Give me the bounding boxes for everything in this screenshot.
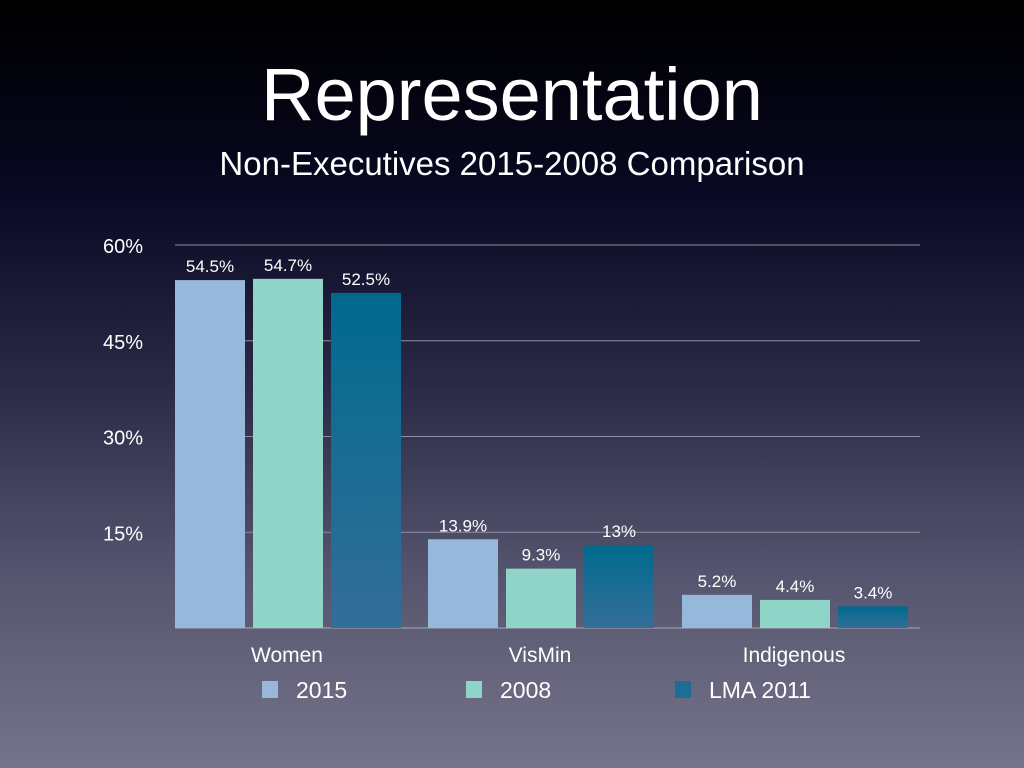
data-label: 4.4% — [776, 577, 815, 596]
bar-2008-vismin — [506, 568, 576, 628]
legend-label: 2008 — [500, 677, 551, 703]
data-label: 52.5% — [342, 270, 390, 289]
bar-2008-women — [253, 278, 323, 628]
data-label: 3.4% — [854, 583, 893, 602]
x-tick-label: Indigenous — [743, 644, 846, 667]
bar-lma-2011-indigenous — [838, 606, 908, 628]
y-tick-label: 30% — [103, 428, 143, 450]
legend-swatch-1 — [466, 681, 482, 698]
data-label: 54.7% — [264, 256, 312, 275]
legend-swatch-2 — [675, 681, 691, 698]
bar-2008-indigenous — [760, 599, 830, 628]
bar-lma-2011-women — [331, 292, 401, 628]
slide-subtitle: Non-Executives 2015-2008 Comparison — [219, 145, 805, 182]
legend-label: LMA 2011 — [709, 677, 811, 703]
bar-lma-2011-vismin — [584, 545, 654, 628]
data-label: 13% — [602, 522, 636, 541]
data-label: 54.5% — [186, 257, 234, 276]
legend-label: 2015 — [296, 677, 347, 703]
x-tick-label: Women — [251, 644, 323, 667]
x-tick-label: VisMin — [509, 644, 572, 667]
bar-2015-women — [175, 280, 245, 628]
data-label: 13.9% — [439, 516, 487, 535]
data-label: 9.3% — [522, 546, 561, 565]
slide-title: Representation — [261, 53, 763, 136]
bar-2015-indigenous — [682, 594, 752, 628]
data-label: 5.2% — [698, 572, 737, 591]
y-tick-label: 60% — [103, 236, 143, 258]
bar-2015-vismin — [428, 539, 498, 628]
y-tick-label: 15% — [103, 523, 143, 545]
legend-swatch-0 — [262, 681, 278, 698]
y-tick-label: 45% — [103, 332, 143, 354]
